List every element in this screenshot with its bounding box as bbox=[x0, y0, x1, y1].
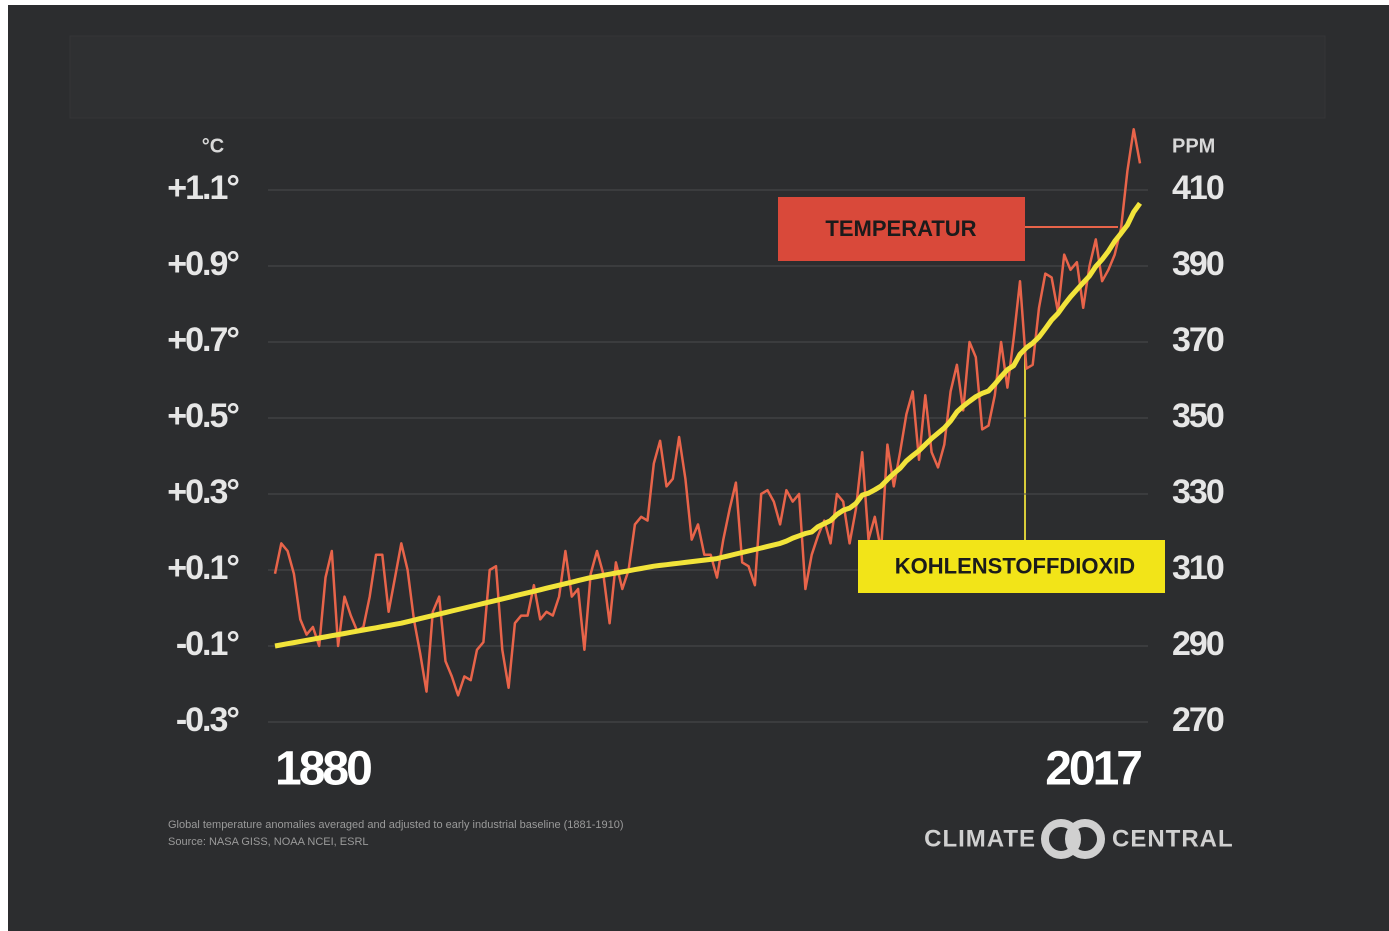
y-tick-label: +0.5° bbox=[167, 397, 239, 435]
y-axis-title: °C bbox=[202, 135, 224, 157]
y2-tick-label: 290 bbox=[1172, 625, 1224, 663]
y-tick-label: -0.3° bbox=[176, 701, 240, 739]
y2-tick-label: 390 bbox=[1172, 245, 1224, 283]
y2-tick-label: 410 bbox=[1172, 169, 1224, 207]
y-tick-label: +1.1° bbox=[167, 169, 239, 207]
y2-axis-title: PPM bbox=[1172, 135, 1215, 157]
y2-tick-label: 350 bbox=[1172, 397, 1224, 435]
y-tick-label: +0.3° bbox=[167, 473, 239, 511]
y2-tick-label: 330 bbox=[1172, 473, 1224, 511]
y-tick-label: +0.7° bbox=[167, 321, 239, 359]
legend-box bbox=[858, 540, 1165, 593]
y-tick-label: +0.9° bbox=[167, 245, 239, 283]
legend-label: KOHLENSTOFFDIOXID bbox=[895, 553, 1135, 578]
x-tick-label: 1880 bbox=[275, 743, 371, 796]
logo-mark bbox=[1041, 819, 1105, 859]
background bbox=[8, 5, 1389, 931]
y-tick-label: +0.1° bbox=[167, 549, 239, 587]
x-tick-label: 2017 bbox=[1045, 743, 1141, 796]
y2-tick-label: 270 bbox=[1172, 701, 1224, 739]
logo-text: CLIMATE bbox=[924, 825, 1036, 852]
y2-tick-label: 370 bbox=[1172, 321, 1224, 359]
series-line bbox=[274, 201, 1143, 649]
legend-box bbox=[778, 197, 1025, 261]
y-tick-label: -0.1° bbox=[176, 625, 240, 663]
legend-label: TEMPERATUR bbox=[825, 216, 976, 241]
title-bar bbox=[69, 35, 1326, 119]
logo-text: CENTRAL bbox=[1112, 825, 1234, 852]
y2-tick-label: 310 bbox=[1172, 549, 1224, 587]
note: Global temperature anomalies averaged an… bbox=[168, 819, 624, 831]
note: Source: NASA GISS, NOAA NCEI, ESRL bbox=[168, 836, 369, 848]
